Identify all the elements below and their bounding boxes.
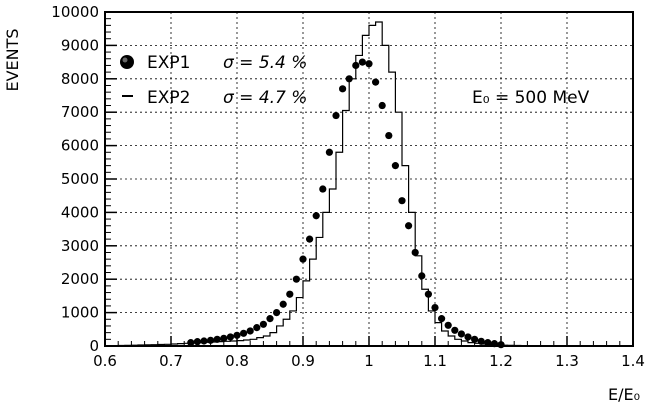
x-tick-label: 0.6 xyxy=(93,352,117,370)
grid-lines xyxy=(105,12,633,346)
axis-ticks xyxy=(104,11,634,347)
x-tick-label: 0.9 xyxy=(291,352,315,370)
exp1-point xyxy=(273,309,281,317)
legend-item-exp2: EXP2 σ = 4.7 % xyxy=(122,88,307,108)
exp1-point xyxy=(398,197,406,205)
exp1-point xyxy=(464,333,472,341)
exp1-point xyxy=(200,337,208,345)
exp1-point xyxy=(358,58,366,66)
exp1-point xyxy=(378,101,386,110)
y-tick-label: 2000 xyxy=(61,270,99,288)
exp1-point xyxy=(391,162,399,170)
exp1-point xyxy=(451,326,459,334)
y-tick-labels: 0 1000 2000 3000 4000 5000 6000 7000 8000 9000 100… xyxy=(51,3,99,355)
exp1-point xyxy=(444,321,452,329)
exp1-point xyxy=(438,315,446,323)
y-tick-label: 4000 xyxy=(61,203,99,221)
exp1-point xyxy=(431,303,439,312)
exp1-point xyxy=(286,290,294,298)
x-axis-label: E/E₀ xyxy=(608,385,640,404)
exp1-point xyxy=(325,148,333,156)
exp1-point xyxy=(339,85,347,93)
exp1-point xyxy=(345,75,353,83)
exp1-point xyxy=(319,185,327,193)
y-tick-label: 0 xyxy=(89,337,99,355)
exp1-point xyxy=(411,248,419,257)
legend-item-exp1: EXP1 σ = 5.4 % xyxy=(120,53,307,73)
exp1-point xyxy=(246,327,254,335)
x-tick-label: 0.8 xyxy=(225,352,249,370)
exp1-point xyxy=(266,315,274,323)
exp1-points xyxy=(187,58,505,349)
legend-exp2-sigma: σ = 4.7 % xyxy=(223,88,307,108)
exp1-point xyxy=(312,212,320,220)
exp1-point xyxy=(477,337,485,345)
y-tick-label: 9000 xyxy=(61,36,99,54)
exp1-point xyxy=(299,255,307,263)
y-tick-label: 3000 xyxy=(61,237,99,255)
exp1-point xyxy=(405,222,413,230)
legend-exp1-sigma: σ = 5.4 % xyxy=(223,53,307,73)
exp1-point xyxy=(253,324,261,332)
exp1-point xyxy=(187,339,195,347)
exp1-point xyxy=(292,275,300,283)
exp1-point xyxy=(471,335,479,343)
legend-exp1-marker-highlight xyxy=(122,57,128,63)
exp1-point xyxy=(226,333,234,341)
exp1-point xyxy=(332,111,340,120)
exp1-point xyxy=(213,335,221,343)
exp1-point xyxy=(352,61,360,70)
exp1-point xyxy=(233,331,241,339)
y-tick-label: 6000 xyxy=(61,137,99,155)
exp1-point xyxy=(279,300,287,308)
legend: EXP1 σ = 5.4 % EXP2 σ = 4.7 % xyxy=(120,53,307,108)
y-tick-label: 8000 xyxy=(61,70,99,88)
exp1-point xyxy=(306,235,314,243)
exp1-point xyxy=(240,329,248,337)
exp1-point xyxy=(457,330,465,338)
x-tick-label: 1.1 xyxy=(423,352,447,370)
exp1-point xyxy=(259,320,267,328)
legend-exp1-marker xyxy=(120,55,134,69)
y-tick-label: 7000 xyxy=(61,103,99,121)
y-tick-label: 5000 xyxy=(61,170,99,188)
y-axis-label: EVENTS xyxy=(3,28,22,91)
exp1-point xyxy=(372,78,380,86)
y-tick-label: 10000 xyxy=(51,3,99,21)
x-tick-label: 1.3 xyxy=(555,352,579,370)
x-tick-labels: 0.6 0.7 0.8 0.9 1 1.1 1.2 1.3 1.4 xyxy=(93,352,645,370)
y-tick-label: 1000 xyxy=(61,304,99,322)
exp1-point xyxy=(418,272,426,280)
exp1-point xyxy=(207,336,215,344)
legend-exp2-name: EXP2 xyxy=(147,88,190,108)
exp1-point xyxy=(385,131,393,140)
legend-exp1-name: EXP1 xyxy=(147,53,190,73)
exp1-point xyxy=(424,290,432,298)
energy-annotation: E₀ = 500 MeV xyxy=(472,88,590,108)
exp1-point xyxy=(365,60,373,68)
exp1-point xyxy=(220,334,228,342)
x-tick-label: 1.2 xyxy=(489,352,513,370)
x-tick-label: 1 xyxy=(364,352,374,370)
x-tick-label: 1.4 xyxy=(621,352,645,370)
x-tick-label: 0.7 xyxy=(159,352,183,370)
